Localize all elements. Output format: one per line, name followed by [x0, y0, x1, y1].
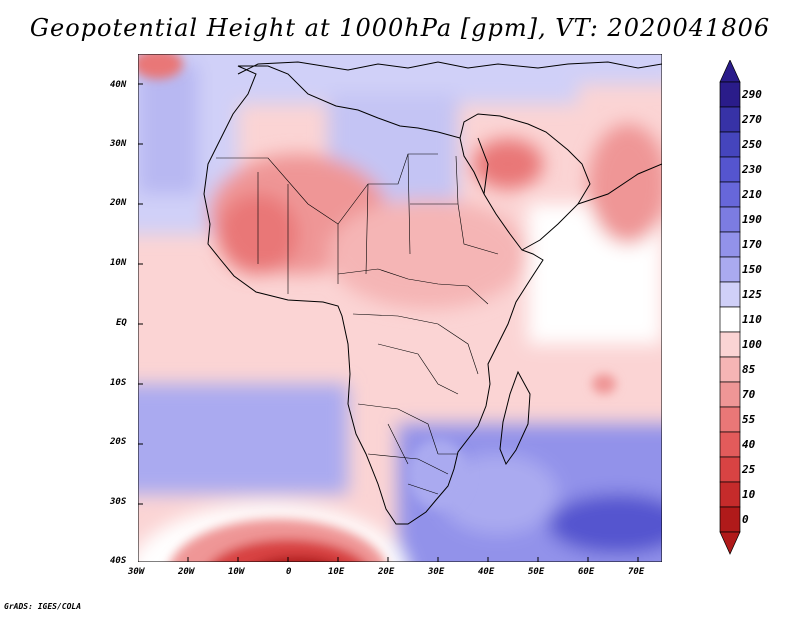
- map-plot: [138, 54, 662, 562]
- colorbar-label: 190: [742, 212, 762, 226]
- colorbar-label: 55: [742, 412, 756, 426]
- lon-label: 30W: [128, 567, 145, 577]
- colorbar-swatch: [719, 281, 741, 308]
- colorbar-swatch: [719, 506, 741, 533]
- colorbar-label: 210: [742, 187, 762, 201]
- lon-label: 40E: [478, 567, 495, 577]
- colorbar-label: 250: [742, 137, 762, 151]
- colorbar-label: 40: [742, 437, 756, 451]
- lat-label: 20S: [110, 437, 127, 447]
- borders: [216, 153, 499, 495]
- colorbar-label: 170: [742, 237, 762, 251]
- colorbar: [719, 60, 741, 555]
- colorbar-swatch: [719, 131, 741, 158]
- colorbar-swatch: [719, 256, 741, 283]
- colorbar-label: 290: [742, 87, 762, 101]
- lon-label: 60E: [578, 567, 595, 577]
- coastline: [203, 61, 662, 525]
- lat-label: 10S: [110, 378, 127, 388]
- height-field: [138, 54, 662, 562]
- colorbar-swatch: [719, 381, 741, 408]
- colorbar-label: 25: [742, 462, 756, 476]
- colorbar-swatch: [719, 456, 741, 483]
- colorbar-label: 110: [742, 312, 762, 326]
- lat-label: EQ: [116, 318, 127, 328]
- lon-label: 20W: [178, 567, 195, 577]
- colorbar-label: 10: [742, 487, 756, 501]
- colorbar-label: 150: [742, 262, 762, 276]
- colorbar-swatch: [719, 81, 741, 108]
- lon-label: 20E: [378, 567, 395, 577]
- lat-label: 20N: [110, 198, 127, 208]
- colorbar-swatch: [719, 481, 741, 508]
- lat-label: 40S: [110, 556, 127, 566]
- colorbar-swatch: [719, 406, 741, 433]
- lon-label: 10W: [228, 567, 245, 577]
- colorbar-label: 85: [742, 362, 756, 376]
- lon-label: 70E: [628, 567, 645, 577]
- colorbar-swatch: [719, 206, 741, 233]
- colorbar-label: 70: [742, 387, 756, 401]
- colorbar-top-arrow: [719, 60, 741, 83]
- lon-label: 50E: [528, 567, 545, 577]
- colorbar-swatch: [719, 231, 741, 258]
- colorbar-label: 270: [742, 112, 762, 126]
- colorbar-label: 125: [742, 287, 762, 301]
- colorbar-swatch: [719, 431, 741, 458]
- colorbar-label: 230: [742, 162, 762, 176]
- colorbar-swatch: [719, 106, 741, 133]
- colorbar-swatch: [719, 306, 741, 333]
- credit-text: GrADS: IGES/COLA: [4, 602, 82, 611]
- colorbar-swatch: [719, 156, 741, 183]
- lat-label: 40N: [110, 80, 127, 90]
- lon-label: 10E: [328, 567, 345, 577]
- lat-label: 30S: [110, 497, 127, 507]
- colorbar-label: 100: [742, 337, 762, 351]
- lon-label: 0: [286, 567, 292, 577]
- colorbar-swatch: [719, 181, 741, 208]
- colorbar-swatch: [719, 331, 741, 358]
- colorbar-swatch: [719, 356, 741, 383]
- colorbar-bottom-arrow: [719, 531, 741, 555]
- lat-label: 30N: [110, 139, 127, 149]
- lat-label: 10N: [110, 258, 127, 268]
- lon-label: 30E: [428, 567, 445, 577]
- plot-title: Geopotential Height at 1000hPa [gpm], VT…: [29, 14, 771, 42]
- colorbar-label: 0: [742, 512, 749, 526]
